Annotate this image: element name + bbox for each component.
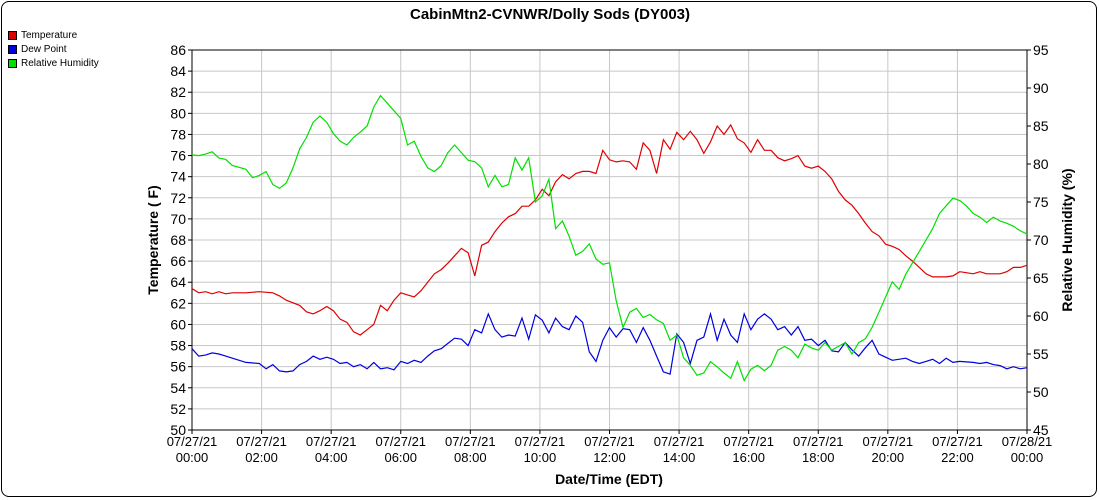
- chart-title: CabinMtn2-CVNWR/Dolly Sods (DY003): [410, 6, 690, 23]
- y-left-tick-label: 68: [170, 232, 186, 248]
- y-left-tick-label: 58: [170, 338, 186, 354]
- x-tick-label-date: 07/27/21: [167, 434, 218, 449]
- x-tick-label-date: 07/27/21: [723, 434, 774, 449]
- legend-swatch: [8, 30, 17, 40]
- x-axis-label: Date/Time (EDT): [555, 471, 663, 487]
- x-tick-label-date: 07/27/21: [236, 434, 287, 449]
- y-left-tick-label: 76: [170, 148, 186, 164]
- y-right-tick-label: 65: [1033, 270, 1049, 286]
- x-tick-label-time: 14:00: [663, 450, 696, 465]
- series-line-dew-point: [191, 311, 1028, 375]
- x-tick-label-time: 10:00: [524, 450, 557, 465]
- y-right-tick-label: 70: [1033, 232, 1049, 248]
- y-left-tick-label: 60: [170, 316, 186, 332]
- legend-item: Relative Humidity: [8, 56, 99, 70]
- y-left-tick-label: 54: [170, 380, 186, 396]
- x-tick-label-date: 07/28/21: [1002, 434, 1053, 449]
- x-tick-label-time: 02:00: [245, 450, 278, 465]
- legend-item: Temperature: [8, 28, 99, 42]
- y-left-tick-label: 62: [170, 295, 186, 311]
- y-left-tick-label: 74: [170, 169, 186, 185]
- x-tick-label-date: 07/27/21: [445, 434, 496, 449]
- y-left-tick-label: 86: [170, 42, 186, 58]
- x-tick-label-time: 08:00: [454, 450, 487, 465]
- x-tick-label-date: 07/27/21: [932, 434, 983, 449]
- y-right-tick-label: 50: [1033, 384, 1049, 400]
- x-tick-label-time: 16:00: [732, 450, 765, 465]
- plot-area-border: [191, 49, 1028, 431]
- series-line-relative-humidity: [191, 94, 1028, 383]
- y-right-tick-label: 90: [1033, 80, 1049, 96]
- y-right-tick-label: 75: [1033, 194, 1049, 210]
- y-left-tick-label: 82: [170, 84, 186, 100]
- x-tick-label-date: 07/27/21: [306, 434, 357, 449]
- y-left-tick-label: 72: [170, 190, 186, 206]
- y-left-tick-label: 80: [170, 105, 186, 121]
- x-tick-label-date: 07/27/21: [375, 434, 426, 449]
- x-tick-label-date: 07/27/21: [654, 434, 705, 449]
- x-tick-label-date: 07/27/21: [515, 434, 566, 449]
- x-tick-label-time: 00:00: [176, 450, 209, 465]
- y-left-tick-label: 64: [170, 274, 186, 290]
- legend-swatch: [8, 44, 17, 54]
- x-tick-label-time: 12:00: [593, 450, 626, 465]
- y-right-tick-label: 45: [1033, 422, 1049, 438]
- y-left-tick-label: 66: [170, 253, 186, 269]
- y-left-tick-label: 84: [170, 63, 186, 79]
- x-tick-label-time: 00:00: [1011, 450, 1044, 465]
- y-left-tick-label: 50: [170, 422, 186, 438]
- y-right-tick-label: 55: [1033, 346, 1049, 362]
- legend-label: Dew Point: [21, 43, 67, 55]
- series-lines: [191, 94, 1028, 383]
- axes: 50 52 54 56 58 60 62 64 66 68 70 72 74 76 78 80 82 84 86 45…: [167, 42, 1053, 465]
- y-right-tick-label: 60: [1033, 308, 1049, 324]
- y-axis-label-right: Relative Humidity (%): [1059, 168, 1075, 311]
- legend-swatch: [8, 58, 17, 68]
- y-axis-label-left: Temperature ( F): [145, 185, 161, 294]
- x-tick-label-date: 07/27/21: [863, 434, 914, 449]
- legend-label: Relative Humidity: [21, 57, 99, 69]
- legend-item: Dew Point: [8, 42, 99, 56]
- x-tick-label-time: 18:00: [802, 450, 835, 465]
- y-right-tick-label: 80: [1033, 156, 1049, 172]
- series-line-temperature: [191, 123, 1028, 336]
- y-left-tick-label: 52: [170, 401, 186, 417]
- y-left-tick-label: 78: [170, 126, 186, 142]
- y-left-tick-label: 70: [170, 211, 186, 227]
- y-left-tick-label: 56: [170, 359, 186, 375]
- y-right-tick-label: 95: [1033, 42, 1049, 58]
- x-tick-label-date: 07/27/21: [584, 434, 635, 449]
- legend-label: Temperature: [21, 29, 78, 41]
- grid-lines: [191, 49, 1028, 431]
- x-tick-label-time: 04:00: [315, 450, 348, 465]
- x-tick-label-time: 22:00: [941, 450, 974, 465]
- x-tick-label-date: 07/27/21: [793, 434, 844, 449]
- x-tick-label-time: 20:00: [872, 450, 905, 465]
- chart-legend: Temperature Dew Point Relative Humidity: [8, 28, 99, 70]
- x-tick-label-time: 06:00: [384, 450, 417, 465]
- y-right-tick-label: 85: [1033, 118, 1049, 134]
